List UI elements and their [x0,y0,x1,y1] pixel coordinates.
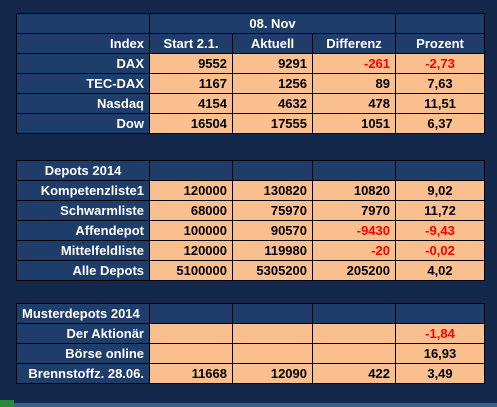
muster-title-row: Musterdepots 2014 [16,303,485,324]
header-diff: Differenz [311,33,397,54]
depots-title-row: Depots 2014 [16,160,485,181]
pct-value: 11,72 [395,200,485,221]
start-value: 120000 [149,240,233,261]
depots-title: Depots 2014 [16,160,150,181]
table-row: Dow 16504 17555 1051 6,37 [16,113,486,134]
current-value: 17555 [232,113,313,134]
row-label: Brennstoffz. 28.06. [16,363,150,384]
diff-value: 478 [311,93,397,114]
sheet-marker [0,400,14,407]
musterdepots-table: Musterdepots 2014 Der Aktionär -1,84 Börse… [16,303,485,384]
pct-value: -2,73 [395,53,486,74]
pct-value: 4,02 [395,260,485,281]
start-value [149,343,233,364]
diff-value: 205200 [312,260,396,281]
pct-value: -1,84 [395,323,485,344]
header-current: Aktuell [232,33,313,54]
pct-value: 6,37 [395,113,486,134]
start-value: 1167 [149,73,233,94]
header-index: Index [16,33,150,54]
bottom-edge [0,403,497,407]
current-value: 12090 [232,363,313,384]
row-label: Nasdaq [16,93,150,114]
start-value: 16504 [149,113,233,134]
muster-title: Musterdepots 2014 [16,303,150,324]
row-label: Schwarmliste [16,200,150,221]
table-row: Alle Depots 5100000 5305200 205200 4,02 [16,260,485,281]
current-value [232,323,313,344]
pct-value: 9,02 [395,180,485,201]
depots-table: Depots 2014 Kompetenzliste1 120000 130820 1… [16,160,485,281]
table-row: Brennstoffz. 28.06. 11668 12090 422 3,49 [16,363,485,384]
diff-value: -261 [311,53,397,74]
title-blank-cell [395,13,486,34]
row-label: Kompetenzliste1 [16,180,150,201]
table-row: Schwarmliste 68000 75970 7970 11,72 [16,200,485,221]
table-row: Kompetenzliste1 120000 130820 10820 9,02 [16,180,485,201]
diff-value: 1051 [311,113,397,134]
current-value: 5305200 [232,260,313,281]
diff-value: 422 [312,363,396,384]
start-value: 4154 [149,93,233,114]
pct-value: -9,43 [395,220,485,241]
header-pct: Prozent [395,33,486,54]
muster-rows: Der Aktionär -1,84 Börse online 16,93 Brenns… [16,323,485,384]
table-row: DAX 9552 9291 -261 -2,73 [16,53,486,74]
start-value: 11668 [149,363,233,384]
title-blank-cell [16,13,150,34]
diff-value [312,343,396,364]
table-row: Börse online 16,93 [16,343,485,364]
start-value: 120000 [149,180,233,201]
diff-value: -9430 [312,220,396,241]
table-row: Affendepot 100000 90570 -9430 -9,43 [16,220,485,241]
row-label: Mittelfeldliste [16,240,150,261]
index-table: 08. Nov Index Start 2.1. Aktuell Differe… [16,13,486,134]
header-row: Index Start 2.1. Aktuell Differenz Proze… [16,33,486,54]
current-value: 75970 [232,200,313,221]
pct-value: -0,02 [395,240,485,261]
diff-value [312,323,396,344]
row-label: Dow [16,113,150,134]
depot-rows: Kompetenzliste1 120000 130820 10820 9,02 Schw… [16,180,485,281]
current-value: 130820 [232,180,313,201]
row-label: DAX [16,53,150,74]
row-label: Der Aktionär [16,323,150,344]
start-value: 9552 [149,53,233,74]
diff-value: 10820 [312,180,396,201]
table-row: Der Aktionär -1,84 [16,323,485,344]
row-label: Alle Depots [16,260,150,281]
header-start: Start 2.1. [149,33,233,54]
current-value: 119980 [232,240,313,261]
current-value: 90570 [232,220,313,241]
current-value: 1256 [232,73,313,94]
row-label: Affendepot [16,220,150,241]
pct-value: 16,93 [395,343,485,364]
table-row: Mittelfeldliste 120000 119980 -20 -0,02 [16,240,485,261]
table-row: Nasdaq 4154 4632 478 11,51 [16,93,486,114]
pct-value: 3,49 [395,363,485,384]
start-value [149,323,233,344]
row-label: Börse online [16,343,150,364]
current-value: 4632 [232,93,313,114]
start-value: 5100000 [149,260,233,281]
pct-value: 11,51 [395,93,486,114]
diff-value: 7970 [312,200,396,221]
row-label: TEC-DAX [16,73,150,94]
pct-value: 7,63 [395,73,486,94]
date-title: 08. Nov [148,13,397,34]
diff-value: -20 [312,240,396,261]
title-row: 08. Nov [16,13,486,34]
start-value: 100000 [149,220,233,241]
current-value [232,343,313,364]
current-value: 9291 [232,53,313,74]
index-rows: DAX 9552 9291 -261 -2,73 TEC-DAX 1167 1256 89 7,6… [16,53,486,134]
table-row: TEC-DAX 1167 1256 89 7,63 [16,73,486,94]
start-value: 68000 [149,200,233,221]
diff-value: 89 [311,73,397,94]
